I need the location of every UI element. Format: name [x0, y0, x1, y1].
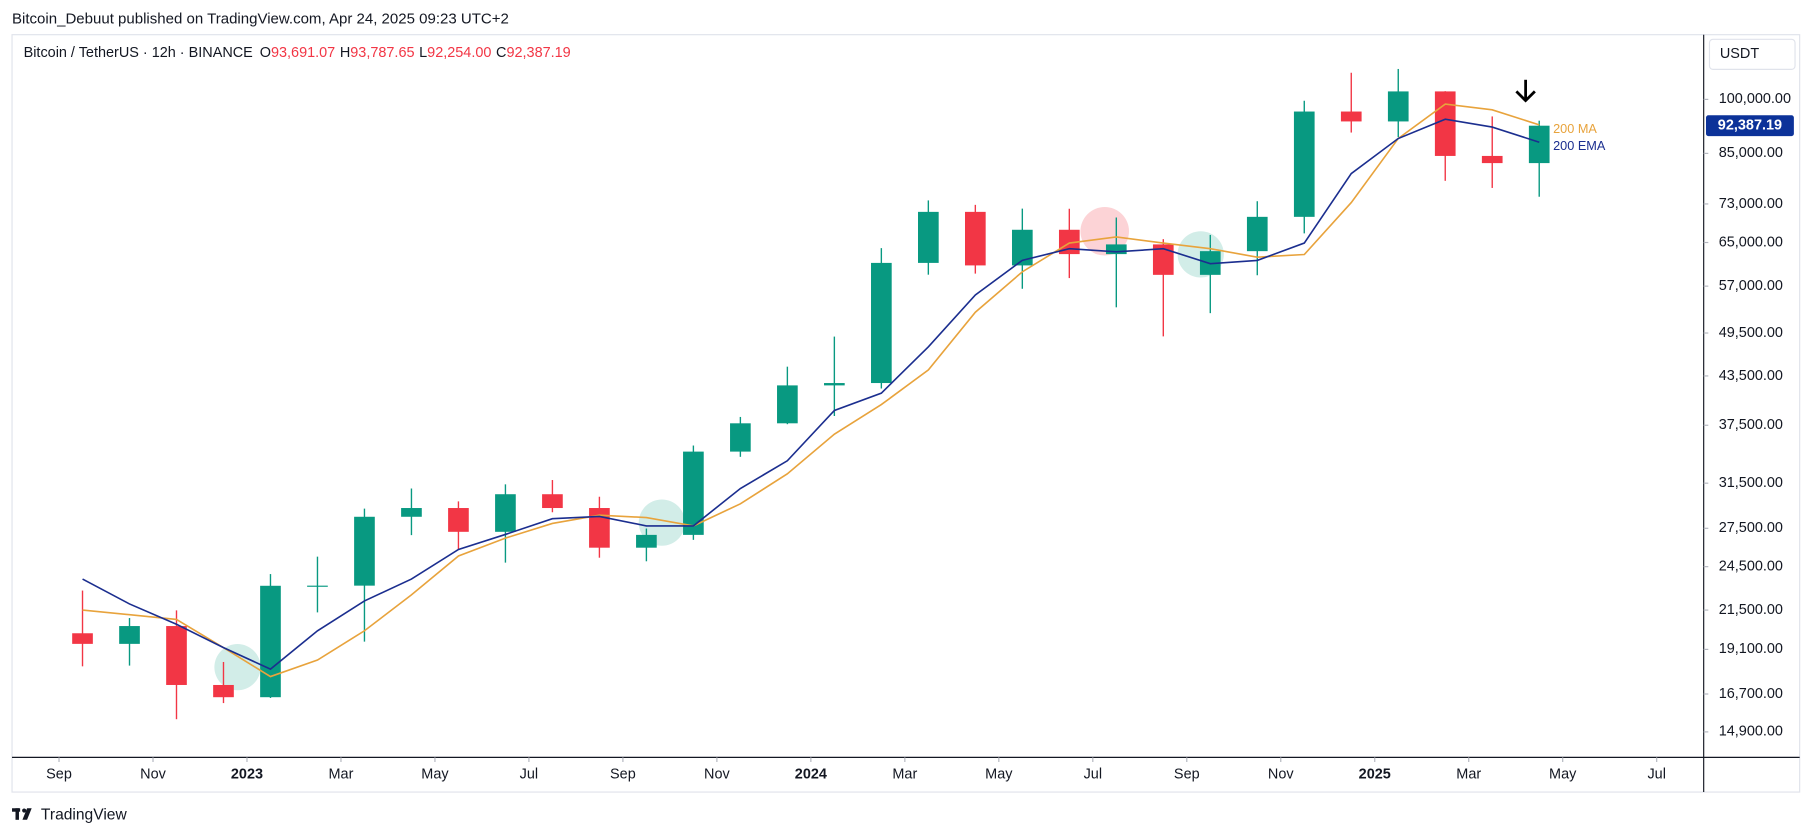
candle-body [1246, 216, 1268, 252]
y-tick-label: 100,000.00 [1719, 91, 1791, 107]
x-tick-label: May [421, 767, 449, 783]
logo-part [22, 808, 32, 820]
candle-body [730, 423, 751, 452]
x-tick-label: Jul [1647, 767, 1665, 783]
y-tick-label: 43,500.00 [1719, 368, 1783, 384]
logo-part [15, 808, 19, 820]
chart-frame [11, 34, 1801, 793]
ohlc-value: 92,254.00 [427, 45, 491, 61]
candle-body [918, 211, 939, 263]
y-tick-label: 19,100.00 [1719, 641, 1783, 657]
x-tick-label: Sep [1174, 767, 1200, 783]
y-tick-label: 27,500.00 [1719, 520, 1783, 536]
candle-body [1481, 155, 1503, 164]
y-tick-label: 73,000.00 [1719, 196, 1783, 212]
candle-body [1152, 244, 1174, 275]
ohlc-key: C [496, 45, 506, 61]
candle-body [1528, 125, 1550, 164]
candle-body [824, 383, 845, 386]
x-tick-label: Jul [520, 767, 538, 783]
x-tick-label: Sep [610, 767, 636, 783]
candle-body [683, 451, 704, 535]
y-tick-label: 24,500.00 [1719, 558, 1783, 574]
ohlc-key: L [419, 45, 427, 61]
moving-average-line [82, 118, 1540, 671]
candle-body [448, 508, 469, 532]
candle-body [166, 626, 187, 685]
x-tick-label: 2025 [1359, 767, 1391, 783]
candle-body [260, 585, 281, 698]
x-tick-label: Sep [46, 767, 72, 783]
y-tick-label: 16,700.00 [1719, 686, 1783, 702]
x-tick-label: Jul [1084, 767, 1102, 783]
y-tick-label: 31,500.00 [1719, 475, 1783, 491]
x-tick-label: Mar [892, 767, 917, 783]
arrow-annotation [1515, 79, 1536, 103]
highlight-circle [638, 499, 685, 546]
y-tick-label: 49,500.00 [1719, 325, 1783, 341]
footer-logo [12, 808, 32, 820]
x-tick-label: 2024 [795, 767, 827, 783]
ohlc-value: 93,691.07 [271, 45, 335, 61]
candle-body [354, 516, 375, 586]
highlights [214, 206, 1224, 691]
ohlc-value: 93,787.65 [350, 45, 414, 61]
currency-label[interactable]: USDT [1720, 46, 1759, 62]
y-tick-label: 21,500.00 [1719, 602, 1783, 618]
candle-body [1105, 244, 1127, 255]
candle-body [1293, 111, 1315, 217]
x-tick-label: Nov [140, 767, 166, 783]
x-tick-label: 2023 [231, 767, 263, 783]
candle-body [119, 626, 140, 644]
logo-part [22, 808, 27, 813]
candle-body [401, 508, 422, 517]
x-tick-label: Nov [704, 767, 730, 783]
candles [72, 68, 1550, 720]
last-price-label: 92,387.19 [1718, 118, 1782, 134]
moving-average-line [82, 103, 1540, 678]
symbol-name: Bitcoin / TetherUS · 12h · BINANCE [24, 45, 254, 61]
candle-body [1340, 111, 1362, 122]
candle-body [871, 262, 892, 384]
arrow-head [1515, 90, 1536, 103]
ohlc-key: O [260, 45, 271, 61]
y-tick-label: 57,000.00 [1719, 278, 1783, 294]
y-tick-label: 85,000.00 [1719, 145, 1783, 161]
y-tick-label: 14,900.00 [1719, 724, 1783, 740]
candle-body [213, 684, 234, 698]
x-tick-label: Nov [1268, 767, 1294, 783]
last-price-box [1705, 115, 1794, 137]
publisher-line: Bitcoin_Debuut published on TradingView.… [12, 11, 509, 28]
currency-box[interactable] [1708, 38, 1796, 70]
footer-brand: TradingView [41, 806, 128, 823]
x-tick-label: Mar [1456, 767, 1481, 783]
candle-body [964, 211, 986, 266]
symbol-legend: Bitcoin / TetherUS · 12h · BINANCE O93,69… [24, 45, 571, 61]
ohlc-key: H [340, 45, 350, 61]
candle-body [72, 633, 93, 644]
candle-body [636, 534, 657, 548]
x-tick-label: May [1549, 767, 1577, 783]
x-tick-label: Mar [329, 767, 354, 783]
candle-body [542, 494, 563, 509]
candle-body [1011, 229, 1033, 266]
y-tick-label: 37,500.00 [1719, 417, 1783, 433]
candle-body [589, 508, 610, 548]
candle-body [1058, 229, 1080, 255]
ohlc-value: 92,387.19 [506, 45, 570, 61]
series-label: 200 MA [1553, 121, 1597, 136]
series-label: 200 EMA [1553, 138, 1606, 153]
candle-body [1387, 91, 1409, 122]
candle-body [1434, 91, 1456, 156]
candle-body [307, 585, 328, 587]
candle-body [777, 385, 798, 424]
highlight-circle [214, 644, 261, 691]
y-tick-label: 65,000.00 [1719, 234, 1783, 250]
x-tick-label: May [985, 767, 1013, 783]
candle-body [495, 494, 516, 532]
